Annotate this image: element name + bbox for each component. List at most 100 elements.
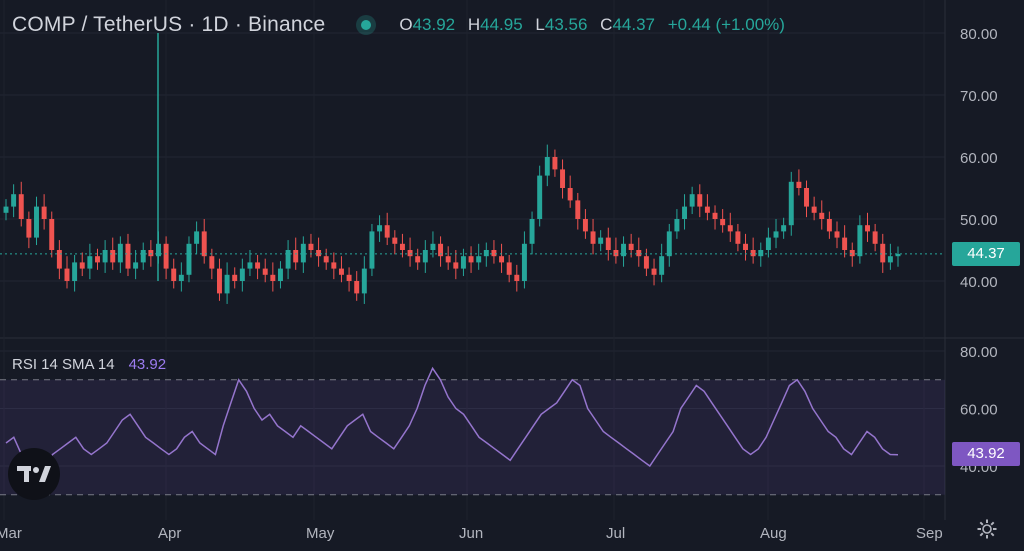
candle — [804, 188, 809, 207]
candle — [613, 250, 619, 257]
candle — [514, 274, 520, 281]
candle — [849, 250, 855, 257]
candle — [460, 256, 466, 269]
symbol-title[interactable]: COMP / TetherUS · 1D · Binance — [12, 13, 326, 36]
low-value: 43.56 — [544, 15, 588, 34]
candle — [300, 243, 306, 263]
candle — [430, 243, 436, 250]
time-tick-label: Mar — [0, 525, 22, 542]
candle — [857, 225, 863, 257]
candle — [18, 194, 24, 219]
candle — [598, 237, 604, 244]
candle — [712, 212, 718, 219]
candle — [521, 243, 527, 281]
candle — [636, 250, 642, 257]
gear-icon[interactable] — [976, 518, 998, 540]
candle — [659, 256, 665, 275]
candle — [148, 250, 154, 257]
candle — [163, 243, 169, 269]
candle — [186, 243, 192, 275]
time-tick-label: Sep — [916, 525, 943, 542]
candle — [781, 225, 787, 232]
candle — [72, 262, 78, 281]
price-tick-label: 40.00 — [960, 274, 998, 291]
candle — [438, 243, 444, 257]
candle — [201, 231, 207, 257]
candle — [49, 219, 55, 250]
candle — [285, 250, 291, 269]
change-value: +0.44 (+1.00%) — [667, 15, 785, 34]
candle — [216, 268, 222, 294]
candle — [476, 256, 482, 263]
close-value: 44.37 — [612, 15, 655, 34]
candle — [422, 250, 428, 263]
time-tick-label: Apr — [158, 525, 181, 542]
candle — [11, 194, 17, 207]
open-label: O — [399, 15, 413, 34]
time-tick-label: Aug — [760, 525, 787, 542]
candle — [796, 181, 802, 188]
time-tick-label: May — [306, 525, 335, 542]
candle — [704, 206, 710, 213]
candle — [735, 231, 741, 244]
candle — [743, 243, 748, 250]
candle — [651, 268, 657, 275]
candle — [445, 256, 451, 263]
candle — [575, 200, 581, 219]
candle — [87, 256, 93, 269]
candle — [628, 243, 634, 250]
candle — [331, 262, 337, 269]
candle — [689, 194, 695, 207]
candle — [56, 250, 62, 269]
rsi-tick-label: 60.00 — [960, 402, 998, 419]
candle — [316, 250, 322, 257]
rsi-band — [0, 379, 945, 495]
rsi-tick-label: 80.00 — [960, 344, 998, 361]
candle — [239, 268, 245, 281]
candle — [224, 274, 230, 294]
candle — [491, 250, 497, 257]
price-tick-label: 80.00 — [960, 26, 998, 43]
candle — [95, 256, 100, 263]
candle — [377, 225, 383, 232]
rsi-legend[interactable]: RSI 14 SMA 14 43.92 — [12, 356, 166, 373]
candle — [34, 206, 39, 238]
candle — [26, 219, 32, 238]
candle — [682, 206, 688, 219]
candle — [674, 219, 680, 232]
rsi-label: RSI 14 SMA 14 — [12, 356, 115, 373]
candle — [506, 262, 512, 275]
candle — [110, 250, 116, 263]
time-tick-label: Jun — [459, 525, 483, 542]
tradingview-logo-icon[interactable] — [8, 448, 60, 500]
candle — [384, 225, 390, 238]
high-value: 44.95 — [480, 15, 523, 34]
chart-header: COMP / TetherUS · 1D · Binance O43.92 H4… — [12, 12, 793, 38]
candle — [826, 219, 832, 232]
candle — [895, 253, 901, 257]
candle — [483, 250, 489, 257]
price-tick-label: 70.00 — [960, 88, 998, 105]
candle — [544, 157, 550, 176]
candle — [560, 169, 566, 188]
candle — [537, 175, 543, 219]
candle — [666, 231, 672, 257]
last-price-badge: 44.37 — [952, 242, 1020, 266]
candle — [582, 219, 588, 232]
candle — [590, 231, 596, 244]
candle — [643, 256, 649, 269]
candle — [247, 262, 253, 269]
candle — [361, 268, 367, 294]
candle — [468, 256, 474, 263]
candle — [621, 243, 627, 257]
candle — [811, 206, 817, 213]
candle — [308, 243, 314, 250]
candle — [323, 256, 329, 263]
candle — [346, 274, 352, 281]
candle — [872, 231, 878, 244]
high-label: H — [467, 15, 481, 34]
candle — [338, 268, 344, 275]
candle — [499, 256, 505, 263]
candle — [453, 262, 459, 269]
